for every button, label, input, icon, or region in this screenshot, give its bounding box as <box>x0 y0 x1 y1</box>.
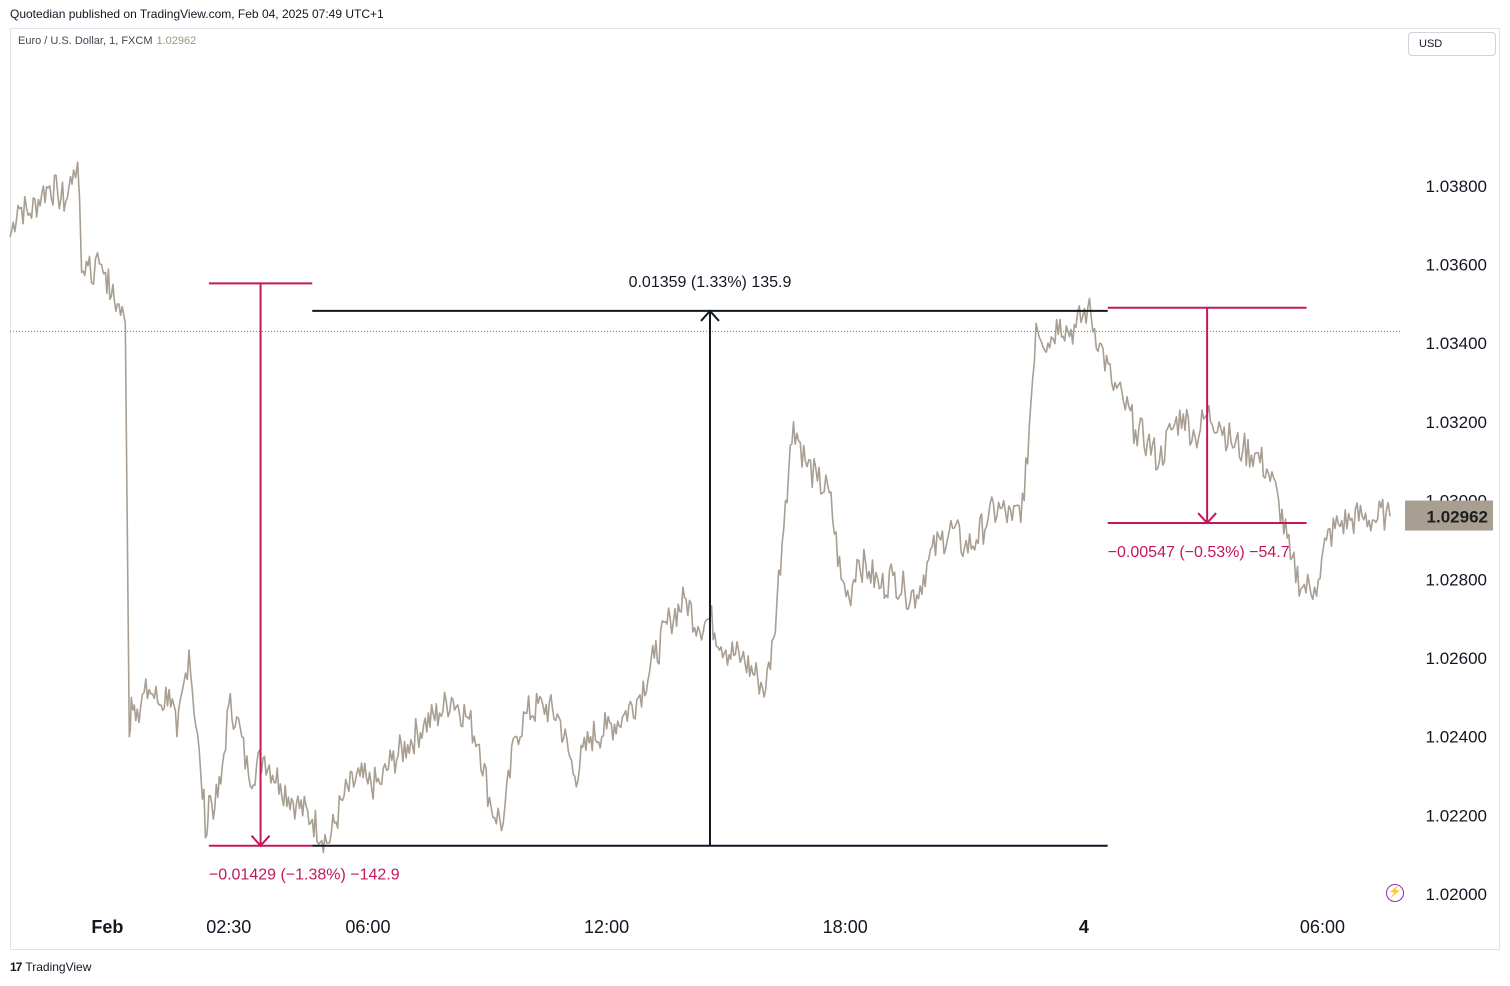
chart-frame <box>10 28 1500 950</box>
measure-arrow-icon <box>1197 512 1217 525</box>
measure-arrow-icon <box>250 835 271 848</box>
y-tick-label: 1.02000 <box>1426 885 1487 904</box>
x-tick-label: 06:00 <box>1300 917 1345 937</box>
tradingview-logo-icon: 17 <box>10 960 22 974</box>
symbol-name: Euro / U.S. Dollar, 1, FXCM <box>18 35 153 47</box>
x-tick-label: Feb <box>91 917 123 937</box>
price-badge-box <box>1405 500 1493 531</box>
measure-label: −0.00547 (−0.53%) −54.7 <box>1108 544 1290 561</box>
measure-label: −0.01429 (−1.38%) −142.9 <box>209 867 400 884</box>
measure-label: 0.01359 (1.33%) 135.9 <box>629 274 792 291</box>
price-badge-label: 1.02962 <box>1427 508 1488 527</box>
last-price-badge: 1.02962 <box>1405 500 1493 531</box>
symbol-info: Euro / U.S. Dollar, 1, FXCM 1.02962 <box>18 35 196 47</box>
x-tick-label: 18:00 <box>823 917 868 937</box>
y-tick-label: 1.03600 <box>1426 256 1487 275</box>
y-tick-label: 1.02400 <box>1426 728 1487 747</box>
symbol-last-price: 1.02962 <box>156 35 197 47</box>
measure-tool-2: 0.01359 (1.33%) 135.9 <box>312 274 1108 847</box>
x-tick-label: 12:00 <box>584 917 629 937</box>
footer-brand-name: TradingView <box>25 960 92 974</box>
published-caption: Quotedian published on TradingView.com, … <box>10 7 384 21</box>
y-tick-label: 1.03800 <box>1426 177 1487 196</box>
y-tick-label: 1.03200 <box>1426 413 1487 432</box>
x-tick-label: 02:30 <box>206 917 251 937</box>
lightning-icon[interactable]: ⚡ <box>1386 884 1404 902</box>
y-tick-label: 1.02200 <box>1426 806 1487 825</box>
measure-tool-3: −0.00547 (−0.53%) −54.7 <box>1107 306 1307 561</box>
y-axis: 1.020001.022001.024001.026001.028001.030… <box>1426 177 1487 904</box>
measure-tool-1: −0.01429 (−1.38%) −142.9 <box>208 282 400 884</box>
x-tick-label: 4 <box>1079 917 1089 937</box>
y-tick-label: 1.02600 <box>1426 649 1487 668</box>
y-tick-label: 1.02800 <box>1426 570 1487 589</box>
footer-brand: 17 TradingView <box>10 960 91 974</box>
measurement-tools[interactable]: −0.01429 (−1.38%) −142.9 0.01359 (1.33%) … <box>208 274 1307 884</box>
x-axis: Feb 02:30 06:00 12:00 18:00 4 06:00 <box>91 917 1345 937</box>
measure-arrow-icon <box>700 309 720 322</box>
price-series-line <box>9 161 1391 854</box>
x-tick-label: 06:00 <box>345 917 390 937</box>
currency-selector[interactable]: USD <box>1408 32 1496 56</box>
y-tick-label: 1.03400 <box>1426 334 1487 353</box>
